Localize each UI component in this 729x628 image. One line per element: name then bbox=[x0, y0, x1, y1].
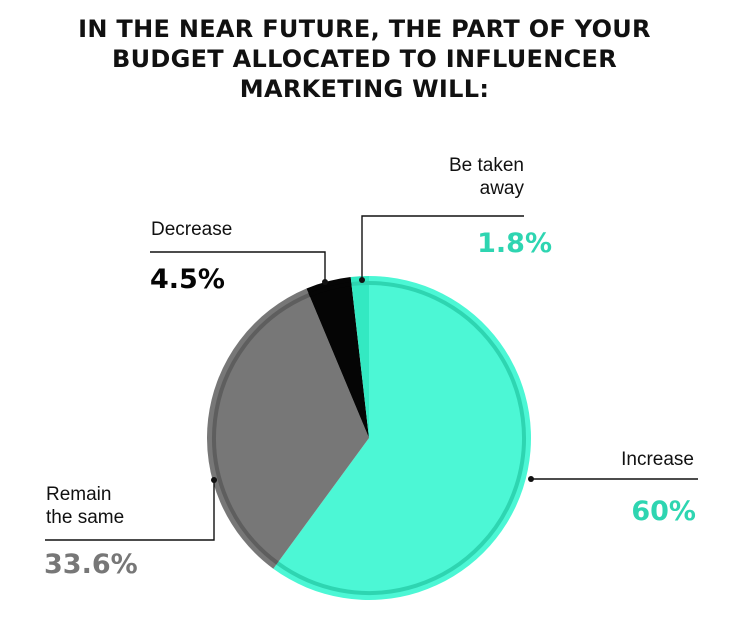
leader-dot-remain bbox=[211, 477, 217, 483]
title-line: BUDGET ALLOCATED TO INFLUENCER bbox=[111, 45, 618, 73]
title-line: IN THE NEAR FUTURE, THE PART OF YOUR bbox=[78, 15, 651, 43]
leader-dot-decrease bbox=[322, 279, 328, 285]
pie-slice-decrease bbox=[306, 277, 369, 438]
label-line: away bbox=[479, 178, 524, 199]
pie-slice-remain bbox=[206, 288, 369, 569]
pie-slice-increase bbox=[273, 276, 531, 600]
label-line: the same bbox=[46, 507, 125, 528]
slice-label-remain: Remain the same bbox=[46, 483, 124, 529]
slice-ring-increase bbox=[276, 281, 526, 595]
slice-label-increase: Increase bbox=[604, 448, 694, 471]
label-line: Decrease bbox=[151, 219, 233, 240]
data-label-remain: 33.6% bbox=[44, 549, 138, 580]
slice-ring-taken-away bbox=[351, 280, 370, 286]
data-label-increase: 60% bbox=[631, 496, 696, 527]
leader-line-remain bbox=[45, 480, 215, 541]
title-line: MARKETING WILL: bbox=[239, 75, 490, 103]
label-line: Remain bbox=[46, 484, 112, 505]
label-line: Be taken bbox=[449, 155, 524, 176]
slice-label-taken-away: Be taken away bbox=[414, 154, 524, 200]
slice-ring-decrease bbox=[308, 282, 352, 297]
leader-dot-increase bbox=[528, 476, 534, 482]
slice-ring-remain bbox=[212, 293, 310, 565]
label-line: Increase bbox=[621, 449, 694, 470]
leader-line-taken-away bbox=[361, 215, 524, 280]
leader-line-decrease bbox=[150, 251, 326, 282]
pie-slices bbox=[206, 276, 531, 600]
leader-dot-taken-away bbox=[359, 277, 365, 283]
slice-label-decrease: Decrease bbox=[151, 218, 232, 241]
data-label-taken-away: 1.8% bbox=[477, 228, 552, 259]
leader-lines bbox=[45, 215, 698, 541]
data-label-decrease: 4.5% bbox=[150, 264, 225, 295]
chart-title: IN THE NEAR FUTURE, THE PART OF YOUR BUD… bbox=[0, 14, 729, 104]
pie-slice-taken-away bbox=[350, 276, 369, 438]
